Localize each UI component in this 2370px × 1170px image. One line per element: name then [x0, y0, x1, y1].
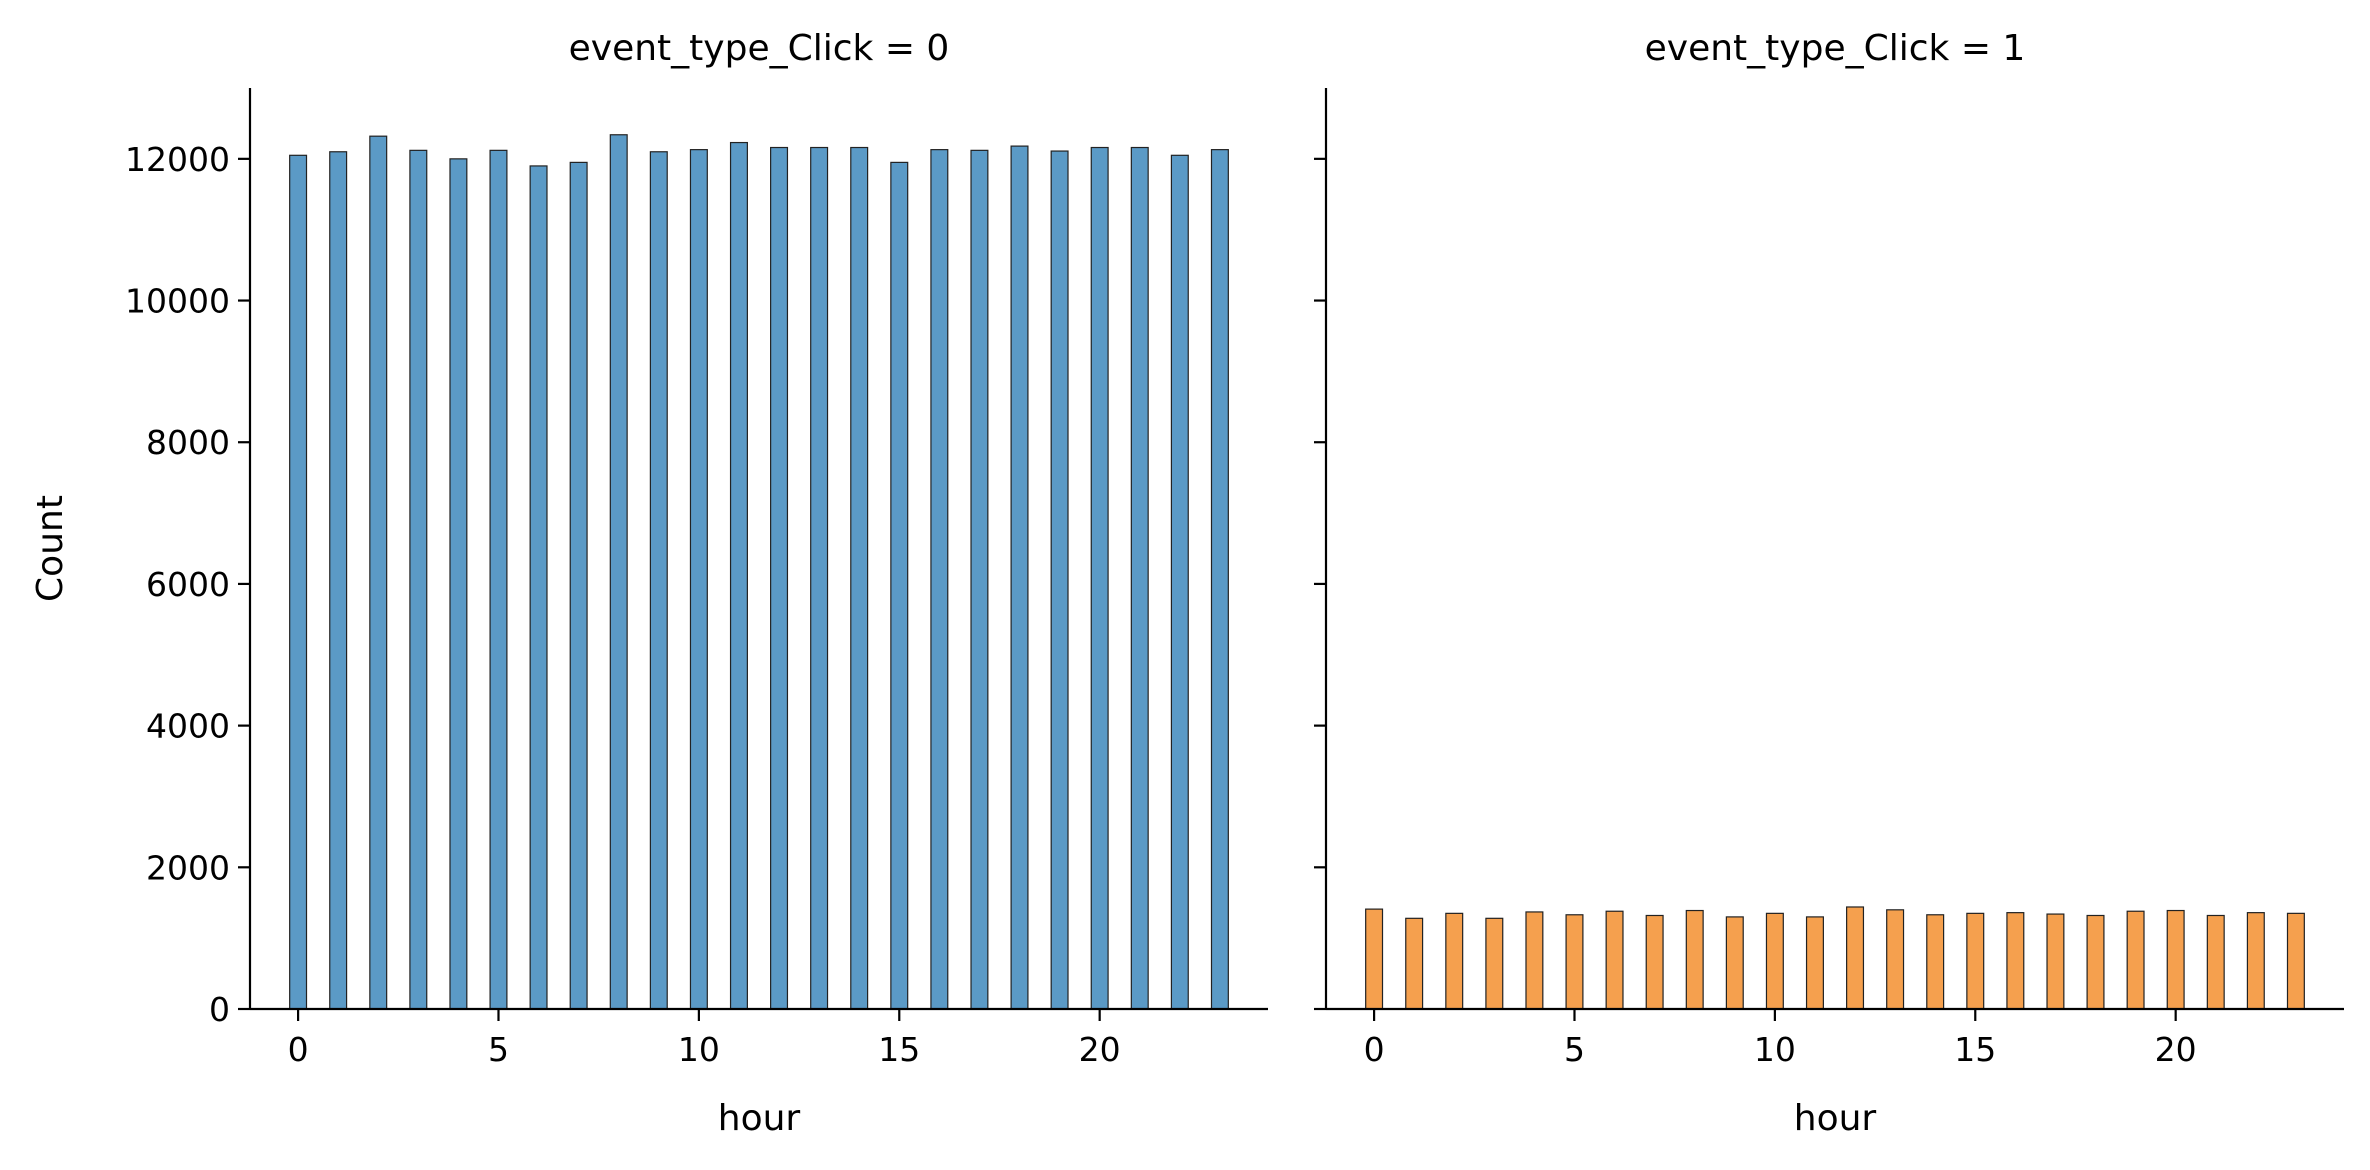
x-tick-label-5: 5 [488, 1030, 509, 1069]
bar-hour-2 [369, 135, 388, 1010]
bar-hour-0 [289, 154, 308, 1010]
x-axis-label: hour [1794, 1098, 1877, 1139]
y-tick-label-4000: 4000 [146, 707, 230, 746]
bar-hour-19 [2126, 910, 2145, 1010]
bar-hour-5 [489, 149, 508, 1010]
bar-hour-6 [529, 165, 548, 1010]
bar-hour-7 [1645, 914, 1664, 1010]
bar-hour-16 [2006, 912, 2025, 1010]
x-tick-label-20: 20 [2155, 1030, 2197, 1069]
bar-hour-23 [2286, 912, 2305, 1010]
bar-hour-13 [1886, 909, 1905, 1010]
bar-hour-22 [1170, 154, 1189, 1010]
bar-hour-2 [1445, 912, 1464, 1010]
bar-hour-10 [689, 149, 708, 1010]
panel-title: event_type_Click = 1 [1645, 28, 2026, 69]
y-tick-label-10000: 10000 [125, 282, 230, 321]
x-tick-label-0: 0 [288, 1030, 309, 1069]
panel-left: 0 2000 4000 6000 8000 10000 12000 0 5 10 15 20 event… [30, 28, 1268, 1139]
bar-hour-8 [609, 134, 628, 1010]
panel-title: event_type_Click = 0 [569, 28, 950, 69]
y-tick-label-6000: 6000 [146, 565, 230, 604]
bar-hour-17 [2046, 913, 2065, 1010]
bar-hour-10 [1765, 912, 1784, 1010]
y-tick-label-0: 0 [209, 990, 230, 1029]
bar-hour-17 [970, 149, 989, 1010]
bar-hour-12 [1846, 906, 1865, 1010]
bar-hour-19 [1050, 150, 1069, 1010]
bar-hour-6 [1605, 910, 1624, 1010]
bar-hour-20 [2166, 909, 2185, 1010]
bar-hour-14 [1926, 914, 1945, 1010]
bar-hour-4 [449, 158, 468, 1010]
y-tick-label-12000: 12000 [125, 140, 230, 179]
x-tick-label-15: 15 [878, 1030, 920, 1069]
bar-hour-9 [1725, 916, 1744, 1010]
bar-hour-0 [1365, 908, 1384, 1010]
x-tick-label-10: 10 [678, 1030, 720, 1069]
bar-hour-18 [2086, 914, 2105, 1010]
bar-hour-8 [1685, 909, 1704, 1010]
bar-hour-14 [850, 146, 869, 1010]
bar-hour-11 [1805, 916, 1824, 1010]
bar-hour-4 [1525, 911, 1544, 1010]
bar-hour-21 [1130, 146, 1149, 1010]
bar-hour-20 [1090, 146, 1109, 1010]
bar-hour-18 [1010, 145, 1029, 1010]
y-axis-label: Count [30, 495, 71, 602]
y-tick-label-2000: 2000 [146, 848, 230, 887]
y-tick-label-8000: 8000 [146, 423, 230, 462]
bar-hour-12 [770, 146, 789, 1010]
bar-hour-9 [649, 151, 668, 1010]
x-tick-label-10: 10 [1754, 1030, 1796, 1069]
bar-hour-16 [930, 149, 949, 1010]
x-tick-label-15: 15 [1954, 1030, 1996, 1069]
bar-hour-1 [329, 151, 348, 1010]
bar-hour-3 [1485, 917, 1504, 1010]
bar-hour-7 [569, 161, 588, 1010]
bar-hour-22 [2246, 912, 2265, 1010]
x-tick-label-5: 5 [1564, 1030, 1585, 1069]
bar-hour-5 [1565, 914, 1584, 1010]
x-tick-label-20: 20 [1079, 1030, 1121, 1069]
bar-hour-23 [1210, 149, 1229, 1010]
bar-hour-11 [729, 141, 748, 1010]
x-tick-label-0: 0 [1364, 1030, 1385, 1069]
x-axis-label: hour [718, 1098, 801, 1139]
bar-hour-15 [890, 161, 909, 1010]
bar-hour-3 [409, 149, 428, 1010]
bar-hour-13 [810, 146, 829, 1010]
panel-right: 0 5 10 15 20 event_type_Click = 1 hour [1314, 28, 2344, 1139]
bar-hour-15 [1966, 912, 1985, 1010]
bar-hour-1 [1405, 917, 1424, 1010]
bar-hour-21 [2206, 914, 2225, 1010]
